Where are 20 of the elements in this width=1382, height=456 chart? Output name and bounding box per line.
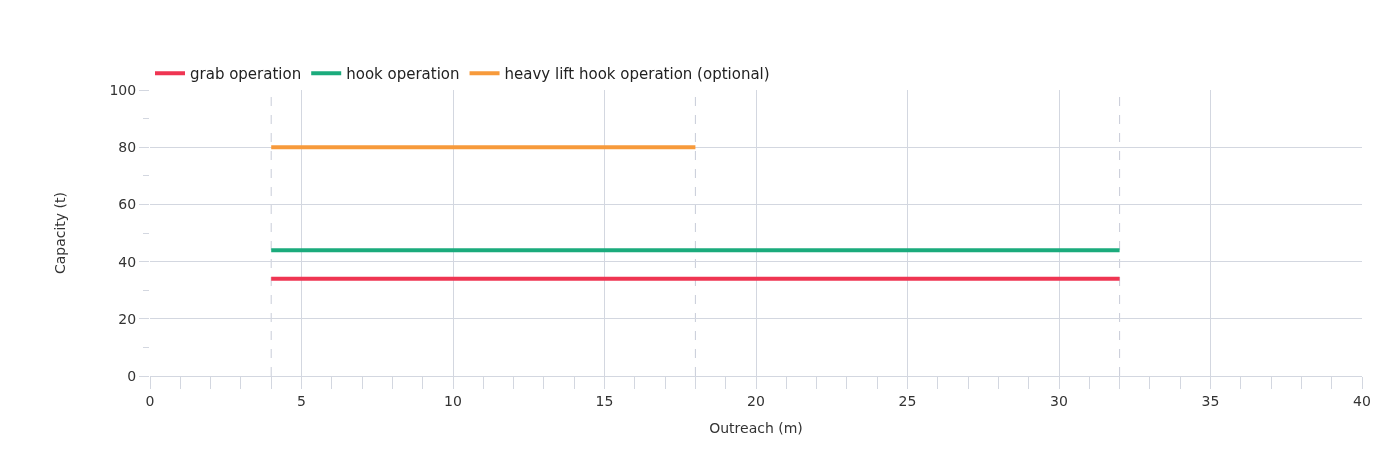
x-tick-label: 25 bbox=[898, 392, 917, 409]
x-tick-label: 0 bbox=[145, 392, 155, 409]
legend-label: hook operation bbox=[346, 65, 460, 84]
y-tick-label: 100 bbox=[109, 81, 137, 98]
x-tick-label: 35 bbox=[1201, 392, 1220, 409]
y-tick-label: 20 bbox=[118, 310, 137, 327]
y-tick-label: 60 bbox=[118, 196, 137, 213]
y-tick-label: 40 bbox=[118, 253, 137, 270]
x-tick-label: 5 bbox=[297, 392, 306, 409]
legend-label: heavy lift hook operation (optional) bbox=[504, 65, 770, 84]
x-tick-label: 30 bbox=[1050, 392, 1068, 409]
y-axis-title: Capacity (t) bbox=[52, 191, 69, 275]
x-tick-label: 40 bbox=[1353, 392, 1371, 409]
x-tick-label: 10 bbox=[444, 392, 462, 409]
y-tick-label: 80 bbox=[118, 139, 137, 156]
x-tick-label: 15 bbox=[595, 392, 614, 409]
x-axis-title: Outreach (m) bbox=[709, 420, 803, 437]
x-tick-label: 20 bbox=[747, 392, 765, 409]
legend-label: grab operation bbox=[190, 65, 302, 84]
y-tick-label: 0 bbox=[127, 367, 137, 384]
